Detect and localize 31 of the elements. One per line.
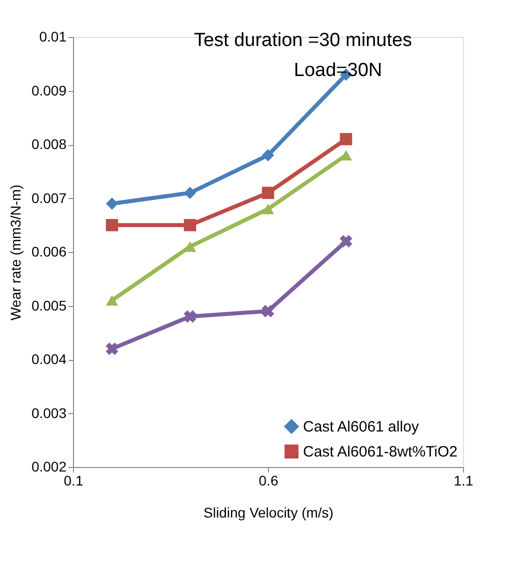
point	[340, 234, 352, 248]
y-axis-title: Wear rate (mm3/N-m)	[7, 184, 24, 320]
point	[106, 295, 118, 306]
point	[262, 304, 274, 318]
point	[106, 198, 118, 210]
point	[262, 204, 274, 214]
y-tick-label: 0.008	[31, 136, 67, 152]
y-tick-label: 0.005	[31, 297, 67, 314]
point	[262, 186, 274, 199]
point	[184, 310, 196, 323]
x-tick-label: 0.1	[64, 472, 84, 488]
x-tick-label: 1.1	[454, 472, 474, 488]
x-tick-label: 0.6	[258, 472, 278, 488]
point	[340, 133, 352, 146]
annotation: Test duration =30 minutes	[194, 30, 412, 51]
legend-label: Cast Al6061 alloy	[303, 418, 420, 436]
legend-label: Cast Al6061-8wt%TiO2	[303, 444, 458, 460]
y-tick-label: 0.01	[39, 28, 67, 44]
y-tick-label: 0.009	[31, 82, 67, 98]
y-tick-label: 0.006	[31, 244, 67, 260]
y-tick-label: 0.007	[31, 190, 67, 206]
point	[106, 342, 118, 356]
y-tick-label: 0.003	[31, 404, 67, 421]
x-axis-title: Sliding Velocity (m/s)	[204, 504, 334, 520]
point	[106, 219, 118, 232]
annotation: Load=30N	[294, 60, 382, 81]
point	[184, 219, 196, 232]
y-tick-label: 0.004	[31, 351, 67, 367]
point	[262, 149, 274, 162]
point	[184, 186, 196, 199]
y-tick-label: 0.002	[31, 458, 67, 474]
